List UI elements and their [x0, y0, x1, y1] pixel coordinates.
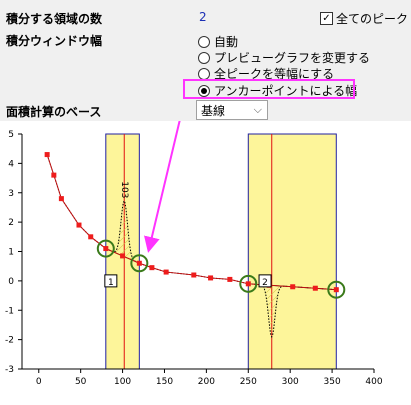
x-tick-label: 350 [324, 377, 341, 387]
data-point [208, 275, 214, 281]
x-tick-label: 250 [240, 377, 257, 387]
x-tick-label: 0 [36, 377, 42, 387]
y-tick-label: 2 [8, 218, 14, 228]
all-peaks-label: 全てのピーク [336, 12, 409, 26]
radio-equal-width[interactable]: 全ピークを等幅にする [198, 65, 334, 82]
radio-button-selected-icon[interactable] [198, 84, 210, 97]
num-regions-label: 積分する領域の数 [6, 12, 103, 26]
anchor-point-circle [327, 280, 346, 299]
data-point [245, 281, 251, 287]
radio-anchor-width[interactable]: アンカーポイントによる幅 [198, 82, 357, 99]
x-tick-label: 400 [365, 377, 382, 387]
anchor-point-circle [96, 239, 115, 258]
data-point [76, 222, 82, 228]
radio-label: 全ピークを等幅にする [214, 67, 335, 81]
num-regions-value[interactable]: 2 [199, 10, 207, 24]
data-point [227, 276, 233, 282]
radio-button-icon[interactable] [198, 51, 210, 64]
baseline-label: 面積計算のベース [6, 105, 102, 119]
data-point [312, 285, 318, 291]
x-tick-label: 200 [198, 377, 215, 387]
integration-region-2 [247, 133, 337, 370]
y-tick-label: -3 [5, 365, 14, 375]
region-label-2: 2 [262, 278, 268, 288]
data-point [191, 272, 197, 278]
y-tick-label: 5 [8, 130, 14, 140]
y-tick-label: -1 [5, 306, 14, 316]
baseline-curve [46, 154, 337, 291]
data-point [163, 269, 169, 275]
radio-label: アンカーポイントによる幅 [214, 84, 358, 98]
callout-arrow [144, 121, 181, 253]
anchor-point-circle [130, 254, 149, 273]
radio-button-icon[interactable] [198, 67, 210, 80]
all-peaks-checkbox[interactable]: ✓ 全てのピーク [320, 10, 408, 27]
highlight-box [183, 79, 355, 99]
data-point [88, 234, 94, 240]
y-tick-label: 3 [8, 189, 14, 199]
radio-label: 自動 [214, 35, 239, 49]
x-tick-label: 150 [156, 377, 173, 387]
peak-area-1 [105, 200, 140, 264]
data-point [290, 284, 296, 290]
y-tick-label: -2 [5, 336, 14, 346]
baseline-select-value: 基線 [201, 103, 226, 118]
peak-label-1: 103 [119, 181, 129, 198]
radio-button-icon[interactable] [198, 35, 210, 48]
data-point [333, 287, 339, 293]
data-point [44, 152, 50, 158]
y-tick-label: 1 [8, 248, 14, 258]
data-point [58, 196, 64, 202]
data-point [149, 265, 155, 271]
y-tick-label: 0 [8, 277, 14, 287]
radio-auto[interactable]: 自動 [198, 33, 238, 50]
peak-area-2 [248, 283, 337, 337]
region-label-1: 1 [108, 278, 114, 288]
x-tick-label: 100 [114, 377, 131, 387]
anchor-point-circle [239, 274, 258, 293]
baseline-select[interactable]: 基線 ⌵ [196, 100, 268, 120]
data-point [51, 172, 57, 178]
radio-change-preview[interactable]: プレビューグラフを変更する [198, 49, 370, 66]
settings-panel: 積分する領域の数 2 ✓ 全てのピーク 積分ウィンドウ幅 自動 プレビューグラフ… [0, 0, 411, 121]
y-tick-label: 4 [8, 159, 14, 169]
radio-label: プレビューグラフを変更する [214, 51, 371, 65]
region-label-box-2 [258, 274, 272, 288]
checkbox-check-icon[interactable]: ✓ [320, 12, 333, 25]
data-point [136, 260, 142, 266]
width-label: 積分ウィンドウ幅 [6, 34, 103, 48]
region-label-box-1 [104, 274, 118, 288]
x-tick-label: 300 [282, 377, 299, 387]
data-point [103, 246, 109, 252]
data-point [120, 253, 126, 259]
x-tick-label: 50 [75, 377, 87, 387]
chevron-down-icon: ⌵ [253, 103, 262, 116]
